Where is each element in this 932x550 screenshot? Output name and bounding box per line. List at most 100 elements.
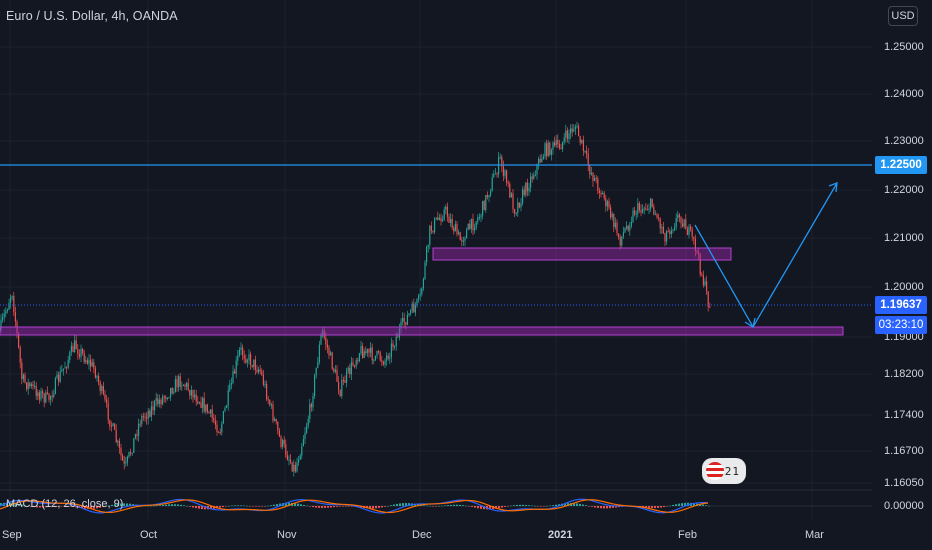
candle-body [645, 208, 647, 210]
candle-body [475, 221, 477, 228]
macd-histogram-bar [252, 506, 254, 507]
macd-histogram-bar [645, 506, 647, 508]
candle-body [6, 309, 8, 312]
candle-body [541, 158, 543, 163]
candle-body [566, 130, 568, 139]
candle-body [440, 217, 442, 222]
macd-histogram-bar [93, 506, 95, 509]
candle-body [222, 411, 224, 424]
macd-histogram-bar [450, 504, 452, 506]
candle-body [130, 452, 132, 454]
candle-body [570, 128, 572, 134]
candle-body [694, 238, 696, 251]
candle-body [432, 230, 434, 233]
macd-histogram-bar [39, 506, 41, 508]
candle-body [619, 237, 621, 246]
upper-support-zone[interactable] [432, 247, 732, 261]
candle-body [195, 394, 197, 402]
candle-body [242, 347, 244, 356]
candle-body [357, 360, 359, 362]
macd-histogram-bar [210, 506, 212, 510]
macd-histogram-bar [702, 504, 704, 506]
macd-histogram-bar [297, 503, 299, 506]
macd-histogram-bar [300, 504, 302, 506]
candle-body [424, 262, 426, 280]
candle-body [603, 193, 605, 199]
candle-body [310, 404, 312, 408]
candle-body [526, 182, 528, 192]
candle-body [277, 421, 279, 431]
candle-body [709, 306, 711, 308]
currency-button[interactable]: USD [888, 6, 918, 26]
macd-histogram-bar [684, 502, 686, 506]
candle-body [638, 203, 640, 211]
candle-body [386, 355, 388, 361]
candle-body [693, 236, 695, 239]
macd-histogram-bar [516, 504, 518, 506]
candle-body [547, 142, 549, 157]
candle-body [507, 182, 509, 184]
alerts-counter-widget[interactable]: 8921 [702, 458, 746, 484]
macd-histogram-bar [546, 505, 548, 507]
candle-body [406, 314, 408, 325]
candle-body [602, 193, 604, 195]
candle-body [683, 219, 685, 227]
candle-body [62, 368, 64, 371]
macd-histogram-bar [441, 505, 443, 507]
candle-body [387, 355, 389, 359]
candle-body [482, 201, 484, 216]
macd-histogram-bar [348, 506, 350, 507]
candlestick-series [0, 121, 711, 477]
macd-histogram-bar [225, 506, 227, 507]
candle-body [488, 195, 490, 198]
candle-body [379, 352, 381, 361]
candle-body [126, 456, 128, 463]
candle-body [634, 210, 636, 215]
candle-body [648, 208, 650, 210]
candle-body [536, 164, 538, 175]
candle-body [291, 462, 293, 472]
price-axis[interactable] [872, 0, 932, 550]
macd-histogram-bar [342, 506, 344, 507]
macd-legend[interactable]: MACD (12, 26, close, 9) [6, 498, 124, 510]
candle-body [74, 340, 76, 353]
candle-body [94, 368, 96, 378]
candle-body [651, 198, 653, 207]
candle-body [454, 224, 456, 232]
candle-body [675, 218, 677, 228]
macd-histogram-bar [471, 506, 473, 507]
candle-body [237, 355, 239, 361]
candle-body [290, 459, 292, 463]
candle-body [666, 231, 668, 242]
macd-histogram-bar [399, 503, 401, 506]
lower-support-zone[interactable] [0, 326, 844, 336]
candle-body [494, 173, 496, 175]
symbol-title[interactable]: Euro / U.S. Dollar, 4h, OANDA [6, 9, 178, 23]
macd-histogram-bar [432, 506, 434, 507]
macd-histogram-bar [243, 505, 245, 507]
price-chart[interactable] [0, 0, 872, 550]
candle-body [304, 432, 306, 440]
macd-histogram-bar [21, 504, 23, 506]
candle-body [254, 359, 256, 370]
macd-histogram-bar [279, 503, 281, 506]
macd-histogram-bar [114, 504, 116, 506]
candle-body [141, 416, 143, 425]
candle-body [301, 446, 303, 456]
macd-histogram-bar [606, 506, 608, 509]
candle-body [197, 401, 199, 404]
candle-body [296, 462, 298, 472]
macd-histogram-bar [327, 506, 329, 508]
candle-body [75, 340, 77, 350]
candle-body [571, 128, 573, 132]
level-price-badge[interactable]: 1.22500 [875, 156, 927, 174]
price-label: 1.24000 [884, 88, 924, 100]
macd-histogram-bar [198, 506, 200, 509]
macd-histogram-bar [663, 506, 665, 508]
candle-body [218, 431, 220, 433]
macd-histogram-bar [0, 503, 2, 506]
candle-body [243, 355, 245, 359]
candle-body [165, 397, 167, 399]
candle-body [691, 229, 693, 237]
candle-body [318, 344, 320, 362]
